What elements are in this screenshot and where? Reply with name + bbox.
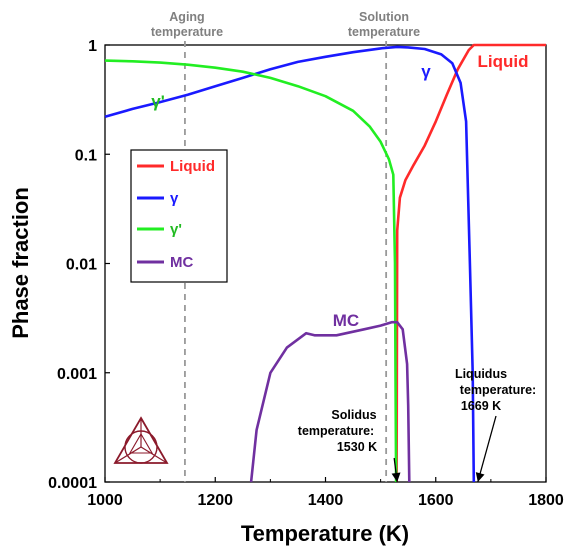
solidus-label-line1: Solidus [331, 408, 376, 422]
liquidus-label-line2: temperature: [460, 383, 536, 397]
liquidus-label-line1: Liquidus [455, 367, 507, 381]
series-label-gamma: γ [421, 62, 431, 81]
solidus-label-line2: temperature: [298, 424, 374, 438]
x-axis-label: Temperature (K) [241, 521, 409, 546]
series-label-gamma-prime: γ' [151, 92, 165, 111]
y-tick-label: 0.001 [57, 366, 97, 383]
liquidus-label-line3: 1669 K [461, 399, 501, 413]
x-tick-label: 1000 [87, 492, 123, 509]
series-gamma-line [104, 45, 476, 483]
y-tick-label: 1 [88, 38, 97, 55]
liquidus-arrow-shaft [477, 415, 497, 483]
legend: Liquid γ γ' MC [130, 149, 228, 283]
x-tick-label: 1400 [308, 492, 344, 509]
software-logo-icon [113, 416, 169, 464]
legend-box [130, 149, 228, 283]
aging-label-line2: temperature [151, 25, 223, 39]
x-axis-ticks: 1000 1200 1400 1600 1800 [87, 477, 564, 509]
legend-label-liquid: Liquid [170, 158, 215, 175]
solution-label-line1: Solution [359, 10, 409, 24]
legend-label-mc: MC [170, 254, 193, 271]
solution-label-line2: temperature [348, 25, 420, 39]
legend-label-gamma: γ [170, 190, 179, 207]
series-gamma-prime-line [104, 59, 398, 483]
liquidus-arrow [475, 415, 497, 483]
y-axis-ticks: 0.0001 0.001 0.01 0.1 1 [48, 38, 110, 492]
series-label-liquid: Liquid [478, 52, 529, 71]
series-label-mc: MC [333, 311, 359, 330]
x-tick-label: 1600 [418, 492, 454, 509]
series-mc-line [249, 320, 411, 483]
solidus-arrow-head [391, 472, 401, 482]
series-layer [104, 43, 546, 483]
y-tick-label: 0.01 [66, 257, 97, 274]
x-tick-label: 1800 [528, 492, 564, 509]
y-axis-label: Phase fraction [8, 187, 33, 339]
y-tick-label: 0.0001 [48, 475, 97, 492]
series-liquid-line [395, 43, 546, 483]
legend-label-gamma-prime: γ' [170, 221, 182, 238]
solidus-label-line3: 1530 K [337, 440, 377, 454]
x-tick-label: 1200 [197, 492, 233, 509]
liquidus-arrow-head [475, 472, 485, 482]
y-tick-label: 0.1 [75, 147, 97, 164]
aging-label-line1: Aging [169, 10, 204, 24]
solidus-arrow [391, 457, 401, 483]
